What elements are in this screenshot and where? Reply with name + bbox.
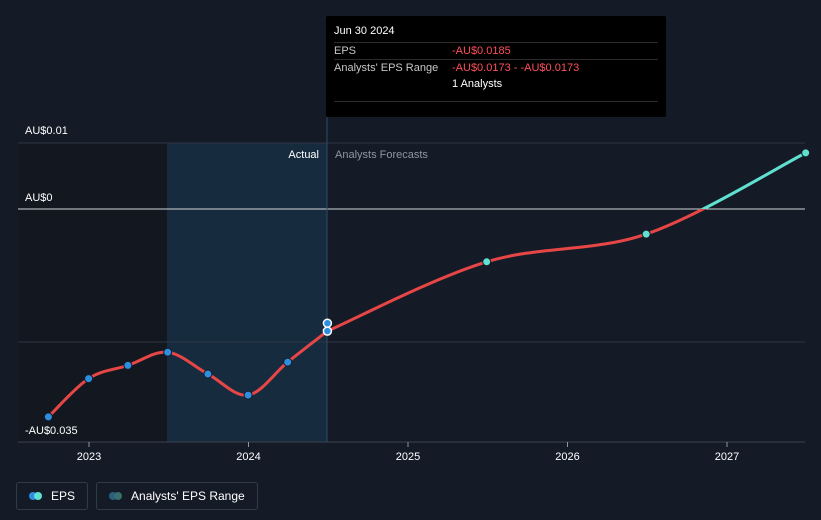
eps-actual-point bbox=[243, 390, 253, 400]
past-shade bbox=[18, 143, 167, 442]
eps-actual-point bbox=[43, 412, 53, 422]
x-tick-label: 2025 bbox=[396, 451, 420, 463]
eps-actual-point bbox=[123, 360, 133, 370]
eps-actual-point bbox=[283, 357, 293, 367]
legend-eps-button[interactable]: EPS bbox=[16, 482, 89, 510]
tooltip-range-row: Analysts' EPS Range -AU$0.0173 - -AU$0.0… bbox=[334, 59, 658, 76]
y-tick-label-top: AU$0.01 bbox=[25, 125, 68, 137]
hover-tooltip: Jun 30 2024 EPS -AU$0.0185 Analysts' EPS… bbox=[326, 16, 666, 117]
x-tick-label: 2023 bbox=[77, 451, 101, 463]
tooltip-range-label: Analysts' EPS Range bbox=[334, 62, 439, 74]
tooltip-analysts-count: 1 Analysts bbox=[452, 78, 503, 90]
eps-actual-point bbox=[84, 374, 94, 384]
eps-forecast-line-positive bbox=[699, 151, 808, 209]
eps-forecast-point bbox=[482, 257, 492, 267]
x-tick-label: 2024 bbox=[236, 451, 260, 463]
eps-current-point bbox=[322, 326, 333, 336]
legend-range-label: Analysts' EPS Range bbox=[131, 489, 245, 503]
chart-legend: EPS Analysts' EPS Range bbox=[16, 482, 258, 510]
eps-forecast-point bbox=[801, 148, 811, 158]
eps-forecast-point bbox=[641, 229, 651, 239]
y-tick-label-zero: AU$0 bbox=[25, 192, 53, 204]
tooltip-divider bbox=[334, 101, 658, 102]
range-swatch-icon bbox=[109, 492, 123, 500]
tooltip-range-value: -AU$0.0173 - -AU$0.0173 bbox=[452, 62, 580, 74]
eps-range-point bbox=[322, 318, 333, 328]
tooltip-eps-row: EPS -AU$0.0185 bbox=[334, 42, 658, 59]
eps-actual-point bbox=[163, 347, 173, 357]
legend-eps-label: EPS bbox=[51, 489, 76, 503]
x-tick-label: 2026 bbox=[555, 451, 579, 463]
tooltip-analysts-row: 1 Analysts bbox=[334, 76, 658, 93]
forecast-label: Analysts Forecasts bbox=[335, 149, 428, 161]
eps-chart: AU$0.01 AU$0 -AU$0.035 Actual Analysts F… bbox=[18, 117, 811, 463]
eps-actual-point bbox=[203, 369, 213, 379]
tooltip-date: Jun 30 2024 bbox=[334, 25, 395, 37]
actual-label: Actual bbox=[288, 149, 319, 161]
legend-range-button[interactable]: Analysts' EPS Range bbox=[96, 482, 258, 510]
eps-forecast-line bbox=[325, 209, 707, 333]
tooltip-eps-label: EPS bbox=[334, 45, 357, 57]
tooltip-eps-value: -AU$0.0185 bbox=[452, 45, 511, 57]
y-tick-label-bottom: -AU$0.035 bbox=[25, 425, 78, 437]
x-tick-label: 2027 bbox=[715, 451, 739, 463]
eps-swatch-icon bbox=[29, 492, 43, 500]
